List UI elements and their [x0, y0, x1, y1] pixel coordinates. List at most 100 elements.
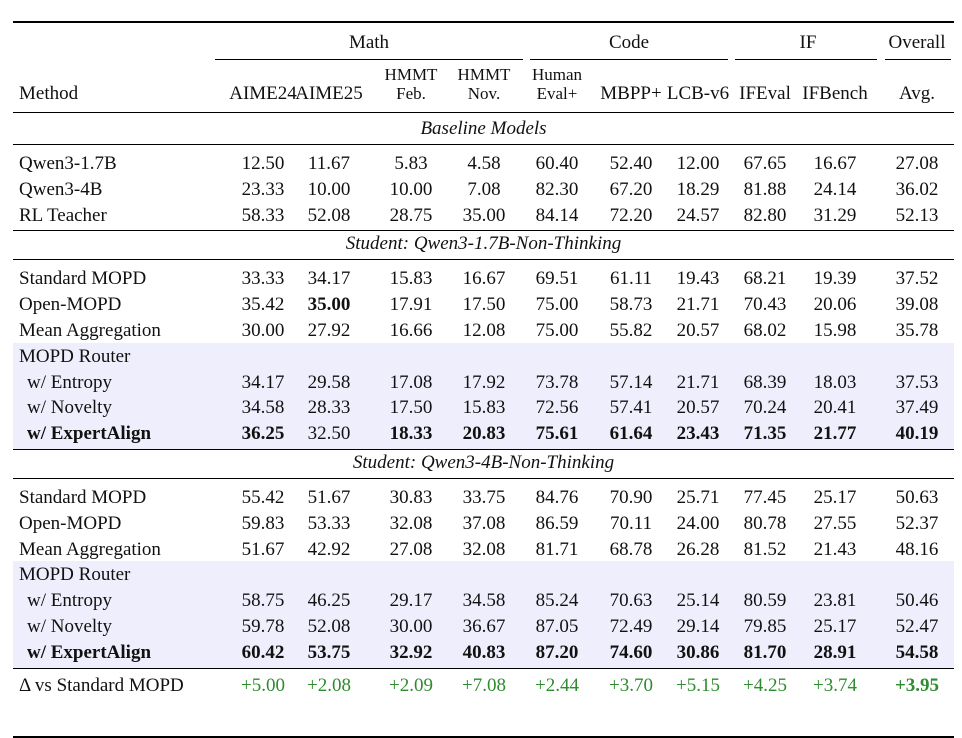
method-cell: MOPD Router — [19, 564, 131, 586]
column-header: IFBench — [802, 83, 868, 104]
method-cell: Open-MOPD — [19, 294, 122, 316]
method-column-header: Method — [19, 83, 79, 104]
value-cell: 21.71 — [676, 294, 720, 316]
value-cell: 53.75 — [307, 641, 351, 663]
value-cell: 36.25 — [241, 423, 285, 445]
value-cell: 26.28 — [676, 538, 720, 560]
table-row: Qwen3-4B 23.33 10.00 10.00 7.08 82.30 67.20 18.… — [13, 177, 954, 203]
value-cell: 17.50 — [389, 397, 433, 419]
table-row: w/ Novelty 59.78 52.08 30.00 36.67 87.05 72.49… — [13, 614, 954, 640]
value-cell: 87.20 — [535, 641, 579, 663]
value-cell: 30.00 — [241, 320, 285, 341]
method-cell: w/ ExpertAlign — [27, 641, 152, 663]
value-cell: 25.71 — [676, 487, 720, 508]
value-cell: 69.51 — [535, 268, 579, 290]
value-cell: 72.49 — [609, 616, 653, 637]
section-title: Student: Qwen3-4B-Non-Thinking — [352, 452, 615, 473]
value-cell: 55.42 — [241, 487, 285, 508]
column-header-line1: HMMT — [457, 65, 511, 84]
group-header-code: Code — [608, 32, 650, 53]
value-cell: 61.64 — [609, 423, 653, 445]
value-cell: 32.08 — [389, 512, 433, 534]
value-cell: 12.50 — [241, 153, 285, 174]
value-cell: 20.57 — [676, 397, 720, 419]
table-row: w/ ExpertAlign 36.25 32.50 18.33 20.83 75.61 6… — [13, 421, 954, 447]
value-cell: 33.75 — [462, 487, 506, 508]
value-cell: 35.42 — [241, 294, 285, 316]
router-highlight-band — [13, 561, 954, 668]
value-cell: 27.92 — [307, 320, 351, 341]
value-cell: 52.08 — [307, 616, 351, 637]
value-cell: 68.02 — [743, 320, 787, 341]
value-cell: 68.78 — [609, 538, 653, 560]
value-cell: 15.83 — [462, 397, 506, 419]
value-cell: 29.58 — [307, 371, 351, 393]
table-row: MOPD Router — [13, 562, 954, 588]
section-rule — [13, 259, 954, 261]
value-cell: 17.50 — [462, 294, 506, 316]
value-cell: 34.58 — [462, 590, 506, 612]
value-cell: 86.59 — [535, 512, 579, 534]
group-rule-if — [735, 59, 877, 60]
value-cell: 24.14 — [813, 178, 857, 200]
value-cell: 52.37 — [895, 512, 939, 534]
value-cell: 17.91 — [389, 294, 433, 316]
value-cell: 80.59 — [743, 590, 787, 612]
table-row: Standard MOPD 55.42 51.67 30.83 33.75 84.76 70… — [13, 485, 954, 511]
value-cell: 60.40 — [535, 153, 579, 174]
value-cell: 15.83 — [389, 268, 433, 290]
value-cell: 20.57 — [676, 320, 720, 341]
value-cell: 52.08 — [307, 204, 351, 226]
value-cell: 17.92 — [462, 371, 506, 393]
value-cell: 16.66 — [389, 320, 433, 341]
method-cell: Mean Aggregation — [19, 538, 161, 560]
value-cell: 35.00 — [307, 294, 351, 316]
value-cell: 34.17 — [241, 371, 285, 393]
table-row: w/ ExpertAlign 60.42 53.75 32.92 40.83 87.20 7… — [13, 640, 954, 666]
value-cell: 32.92 — [389, 641, 433, 663]
value-cell: 70.11 — [609, 512, 653, 534]
value-cell: +3.95 — [894, 674, 940, 696]
value-cell: 81.88 — [743, 178, 787, 200]
value-cell: 21.71 — [676, 371, 720, 393]
value-cell: 81.70 — [743, 641, 787, 663]
value-cell: 21.77 — [813, 423, 857, 445]
value-cell: 48.16 — [895, 538, 939, 560]
column-header: AIME24 — [229, 83, 297, 104]
value-cell: 18.03 — [813, 371, 857, 393]
value-cell: 28.33 — [307, 397, 351, 419]
value-cell: 24.00 — [676, 512, 720, 534]
value-cell: 19.39 — [813, 268, 857, 290]
value-cell: 51.67 — [307, 487, 351, 508]
value-cell: 61.11 — [609, 268, 653, 290]
value-cell: 24.57 — [676, 204, 720, 226]
value-cell: 70.24 — [743, 397, 787, 419]
method-cell: Mean Aggregation — [19, 320, 161, 341]
header-rule — [13, 112, 954, 113]
value-cell: 59.83 — [241, 512, 285, 534]
table-row: w/ Entropy 34.17 29.58 17.08 17.92 73.78 57.14… — [13, 370, 954, 396]
table-row: w/ Novelty 34.58 28.33 17.50 15.83 72.56 57.41… — [13, 395, 954, 421]
value-cell: 27.08 — [389, 538, 433, 560]
value-cell: 30.00 — [389, 616, 433, 637]
value-cell: 29.14 — [676, 616, 720, 637]
value-cell: 46.25 — [307, 590, 351, 612]
value-cell: 72.20 — [609, 204, 653, 226]
value-cell: 79.85 — [743, 616, 787, 637]
column-header: IFEval — [739, 83, 791, 104]
value-cell: 4.58 — [467, 153, 501, 174]
table-row: RL Teacher 58.33 52.08 28.75 35.00 84.14 72.20… — [13, 203, 954, 229]
column-header: Nov. — [467, 84, 501, 103]
value-cell: 32.08 — [462, 538, 506, 560]
value-cell: 10.00 — [307, 178, 351, 200]
section-end-rule — [13, 230, 954, 232]
method-cell: Qwen3-4B — [19, 178, 103, 200]
value-cell: 5.83 — [394, 153, 428, 174]
column-header: MBPP+ — [600, 83, 662, 104]
value-cell: 20.83 — [462, 423, 506, 445]
value-cell: 31.29 — [813, 204, 857, 226]
value-cell: +2.44 — [535, 674, 579, 696]
value-cell: 28.91 — [813, 641, 857, 663]
value-cell: 75.61 — [535, 423, 579, 445]
method-cell: w/ Novelty — [27, 397, 112, 419]
